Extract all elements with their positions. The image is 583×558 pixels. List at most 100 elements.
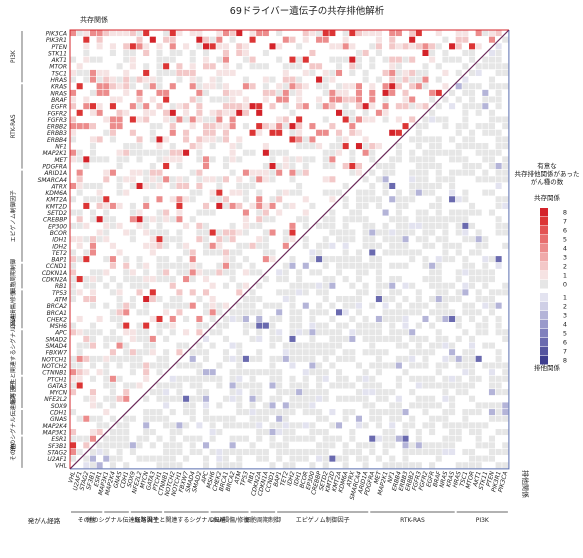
row-label: BCOR (50, 230, 67, 237)
heatmap-cell (316, 30, 323, 37)
heatmap-cell (375, 455, 382, 462)
heatmap-cell (216, 182, 223, 189)
heatmap-cell (495, 196, 502, 203)
heatmap-cell (282, 83, 289, 90)
heatmap-cell (369, 409, 376, 416)
heatmap-cell (455, 229, 462, 236)
heatmap-cell (415, 169, 422, 176)
heatmap-cell (169, 435, 176, 442)
heatmap-cell (402, 296, 409, 303)
heatmap-cell (342, 30, 349, 37)
heatmap-cell (276, 429, 283, 436)
heatmap-cell (203, 442, 210, 449)
heatmap-cell (469, 202, 476, 209)
heatmap-cell (83, 249, 90, 256)
heatmap-cell (183, 455, 190, 462)
heatmap-cell (488, 276, 495, 283)
heatmap-cell (422, 349, 429, 356)
heatmap-cell (375, 262, 382, 269)
heatmap-cell (196, 222, 203, 229)
heatmap-cell (143, 109, 150, 116)
heatmap-cell (342, 36, 349, 43)
heatmap-cell (176, 176, 183, 183)
heatmap-cell (289, 448, 296, 455)
heatmap-cell (402, 202, 409, 209)
heatmap-cell (189, 83, 196, 90)
heatmap-cell (342, 216, 349, 223)
heatmap-cell (342, 455, 349, 462)
column-label: STAG2 (79, 470, 91, 491)
heatmap-cell (123, 349, 130, 356)
heatmap-cell (196, 369, 203, 376)
heatmap-cell (209, 249, 216, 256)
heatmap-cell (89, 209, 96, 216)
heatmap-cell (143, 63, 150, 70)
heatmap-cell (156, 395, 163, 402)
heatmap-cell (322, 429, 329, 436)
heatmap-cell (242, 149, 249, 156)
heatmap-cell (209, 156, 216, 163)
heatmap-cell (70, 442, 77, 449)
heatmap-cell (109, 395, 116, 402)
heatmap-cell (196, 296, 203, 303)
heatmap-cell (163, 415, 170, 422)
heatmap-cell (382, 389, 389, 396)
heatmap-cell (422, 242, 429, 249)
heatmap-cell (336, 382, 343, 389)
heatmap-cell (176, 149, 183, 156)
heatmap-cell (475, 149, 482, 156)
heatmap-cell (435, 182, 442, 189)
heatmap-cell (249, 176, 256, 183)
heatmap-cell (422, 395, 429, 402)
heatmap-cell (196, 262, 203, 269)
heatmap-cell (302, 435, 309, 442)
heatmap-cell (435, 302, 442, 309)
heatmap-cell (322, 448, 329, 455)
heatmap-cell (495, 409, 502, 416)
heatmap-cell (96, 30, 103, 37)
heatmap-cell (156, 196, 163, 203)
heatmap-cell (129, 302, 136, 309)
heatmap-cell (169, 296, 176, 303)
heatmap-cell (449, 176, 456, 183)
heatmap-cell (116, 289, 123, 296)
heatmap-cell (309, 202, 316, 209)
heatmap-cell (282, 296, 289, 303)
heatmap-cell (70, 289, 77, 296)
heatmap-cell (409, 156, 416, 163)
heatmap-cell (276, 96, 283, 103)
heatmap-cell (143, 216, 150, 223)
exclusive-frame (70, 30, 510, 470)
heatmap-cell (395, 435, 402, 442)
heatmap-cell (229, 222, 236, 229)
heatmap-cell (196, 76, 203, 83)
heatmap-cell (276, 335, 283, 342)
heatmap-cell (349, 429, 356, 436)
heatmap-cell (395, 216, 402, 223)
heatmap-cell (203, 56, 210, 63)
heatmap-cell (103, 229, 110, 236)
heatmap-cell (143, 435, 150, 442)
heatmap-cell (362, 216, 369, 223)
heatmap-cell (103, 236, 110, 243)
heatmap-cell (256, 109, 263, 116)
heatmap-cell (422, 156, 429, 163)
heatmap-cell (495, 315, 502, 322)
heatmap-cell (495, 349, 502, 356)
heatmap-cell (129, 229, 136, 236)
heatmap-cell (282, 435, 289, 442)
heatmap-cell (176, 242, 183, 249)
row-label: SMAD2 (45, 336, 67, 343)
heatmap-cell (502, 442, 509, 449)
heatmap-cell (109, 349, 116, 356)
row-label: VHL (55, 463, 67, 470)
heatmap-cell (143, 49, 150, 56)
heatmap-cell (462, 216, 469, 223)
heatmap-cell (355, 269, 362, 276)
heatmap-cell (389, 415, 396, 422)
heatmap-cell (455, 43, 462, 50)
heatmap-cell (342, 109, 349, 116)
heatmap-cell (169, 236, 176, 243)
heatmap-cell (435, 382, 442, 389)
heatmap-cell (488, 369, 495, 376)
